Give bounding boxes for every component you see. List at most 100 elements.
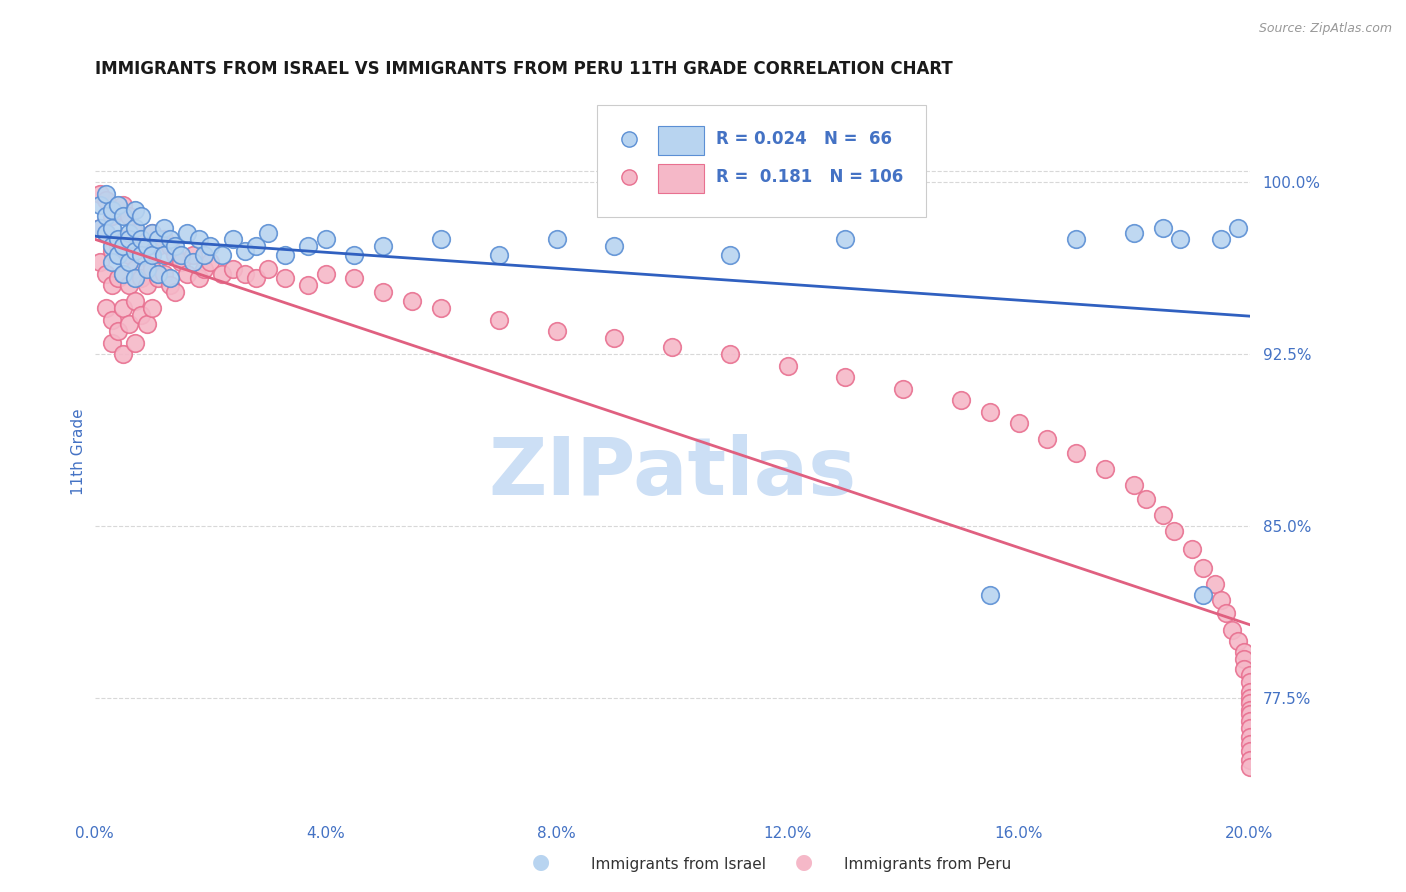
Point (153, 248, 176, 262)
Point (170, 248, 193, 262)
Point (430, 232, 453, 246)
Text: Immigrants from Peru: Immigrants from Peru (844, 857, 1011, 872)
Point (135, 278, 157, 293)
Point (256, 226, 278, 240)
Point (112, 347, 135, 361)
Point (101, 244, 124, 258)
Point (118, 255, 141, 269)
Point (343, 248, 366, 262)
Point (834, 232, 856, 246)
Point (112, 239, 135, 253)
Point (1226, 634, 1249, 648)
Point (89, 198, 111, 212)
Point (101, 278, 124, 293)
Point (101, 239, 124, 253)
Point (603, 331, 626, 345)
Point (198, 255, 221, 269)
Point (373, 285, 395, 300)
Point (101, 202, 124, 217)
Point (107, 202, 129, 217)
Point (94, 210, 117, 224)
Point (211, 267, 233, 281)
Point (141, 226, 163, 240)
Point (118, 318, 141, 332)
Point (135, 262, 157, 277)
Point (193, 248, 215, 262)
Point (89, 221, 111, 235)
Point (315, 232, 337, 246)
Point (165, 285, 187, 300)
Point (146, 239, 169, 253)
Point (94, 194, 117, 208)
Point (118, 226, 141, 240)
Point (1239, 753, 1261, 767)
Point (159, 271, 181, 285)
Point (124, 226, 146, 240)
Point (222, 262, 245, 277)
Point (1220, 623, 1243, 637)
Point (343, 271, 366, 285)
Point (94, 226, 117, 240)
Point (118, 210, 141, 224)
Point (129, 308, 152, 322)
Point (211, 248, 233, 262)
Point (1036, 432, 1059, 446)
Text: ●: ● (796, 853, 813, 872)
FancyBboxPatch shape (658, 164, 704, 193)
Point (94, 186, 117, 201)
Point (1064, 446, 1087, 460)
Point (1123, 226, 1146, 240)
Point (124, 271, 146, 285)
Point (181, 255, 204, 269)
Text: ZIPatlas: ZIPatlas (488, 434, 856, 512)
Point (89, 221, 111, 235)
Point (135, 239, 157, 253)
Point (373, 239, 395, 253)
Point (124, 244, 146, 258)
Point (488, 248, 510, 262)
Point (124, 294, 146, 309)
Point (118, 248, 141, 262)
Point (1239, 744, 1261, 758)
Point (159, 232, 181, 246)
Point (141, 301, 163, 316)
Point (1239, 703, 1261, 717)
Point (1239, 684, 1261, 698)
Point (1239, 668, 1261, 682)
Point (101, 210, 124, 224)
Point (146, 267, 169, 281)
Point (135, 239, 157, 253)
Point (107, 198, 129, 212)
Point (1163, 524, 1185, 538)
Point (107, 271, 129, 285)
Point (176, 226, 198, 240)
Point (949, 393, 972, 408)
Point (488, 312, 510, 326)
Text: ●: ● (533, 853, 550, 872)
Point (222, 232, 245, 246)
Point (153, 267, 176, 281)
Point (94, 226, 117, 240)
Point (1215, 607, 1237, 621)
Point (274, 271, 297, 285)
Point (107, 248, 129, 262)
Point (1233, 645, 1256, 659)
Point (430, 301, 453, 316)
Point (165, 239, 187, 253)
Y-axis label: 11th Grade: 11th Grade (72, 409, 86, 495)
Point (718, 347, 741, 361)
Point (141, 262, 163, 277)
Point (1239, 714, 1261, 729)
Point (1135, 491, 1157, 506)
Text: Immigrants from Israel: Immigrants from Israel (591, 857, 765, 872)
Point (112, 267, 135, 281)
Point (198, 239, 221, 253)
Point (124, 262, 146, 277)
Point (112, 198, 135, 212)
Point (129, 271, 152, 285)
Point (141, 226, 163, 240)
Point (1233, 652, 1256, 666)
Point (124, 202, 146, 217)
Point (834, 370, 856, 384)
Point (129, 210, 152, 224)
